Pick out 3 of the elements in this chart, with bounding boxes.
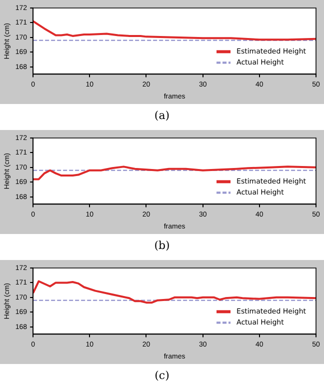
text: (c) [154, 368, 170, 384]
text: (a) [153, 108, 171, 124]
text: (b) [153, 238, 171, 254]
